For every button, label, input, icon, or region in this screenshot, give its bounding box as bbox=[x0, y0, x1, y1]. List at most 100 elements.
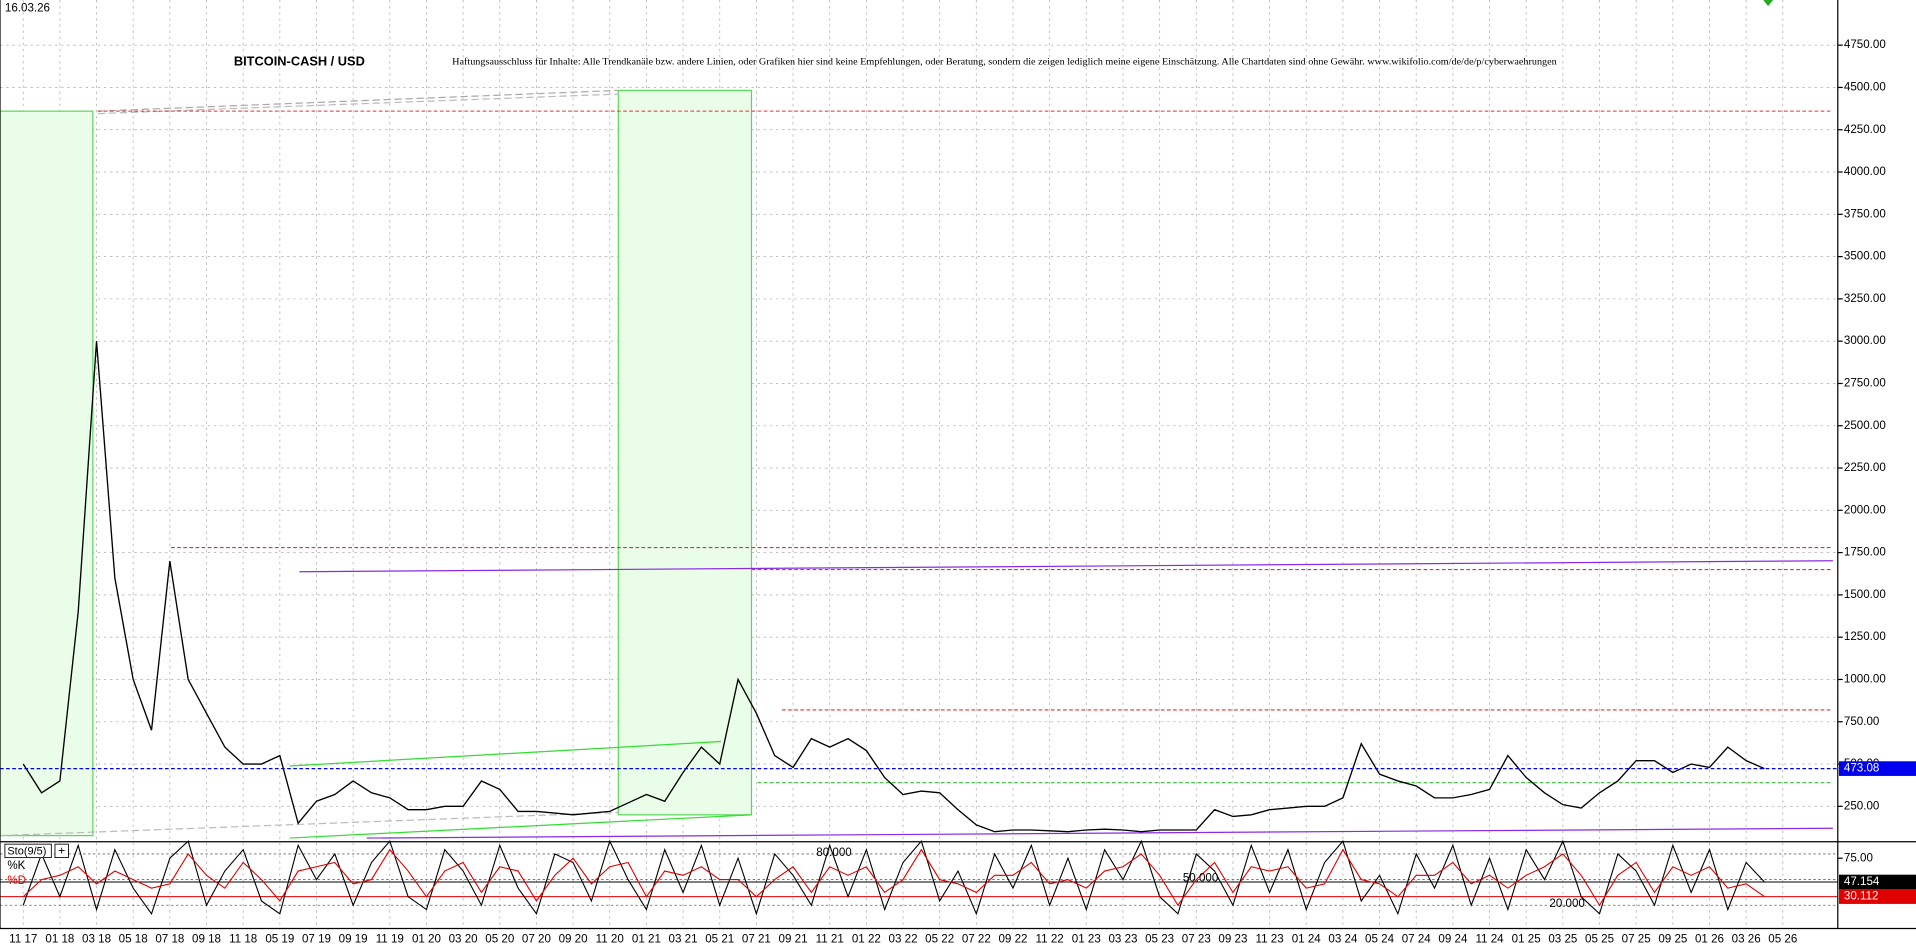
last-value-box bbox=[1839, 874, 1916, 890]
x-tick-label: 09 19 bbox=[339, 933, 368, 946]
trend-line bbox=[97, 93, 619, 115]
trend-line bbox=[97, 89, 619, 112]
trend-line bbox=[289, 814, 752, 839]
x-tick-label: 01 18 bbox=[45, 933, 74, 946]
y-tick-label: 3500.00 bbox=[1844, 250, 1886, 263]
x-tick-label: 11 18 bbox=[229, 933, 257, 946]
data-line bbox=[22, 848, 1765, 907]
indicator-title: Sto(9/5) bbox=[7, 845, 46, 857]
x-tick-label: 01 22 bbox=[852, 933, 881, 946]
x-tick-label: 11 20 bbox=[596, 933, 624, 946]
x-tick-label: 09 23 bbox=[1218, 933, 1247, 946]
x-tick-label: 09 21 bbox=[779, 933, 808, 946]
x-tick-label: 01 23 bbox=[1072, 933, 1101, 946]
highlight-box bbox=[617, 89, 753, 816]
x-tick-label: 01 24 bbox=[1292, 933, 1322, 946]
x-tick-label: 05 26 bbox=[1768, 933, 1797, 946]
legend-label: %D bbox=[7, 874, 26, 887]
x-tick-label: 11 22 bbox=[1036, 933, 1064, 946]
trend-line bbox=[299, 560, 1833, 573]
y-tick-label: 1000.00 bbox=[1844, 673, 1886, 686]
y-tick-label: 2500.00 bbox=[1844, 419, 1886, 432]
data-line bbox=[22, 341, 1765, 833]
x-tick-label: 11 17 bbox=[9, 933, 37, 946]
x-tick-label: 09 20 bbox=[559, 933, 588, 946]
x-tick-label: 09 18 bbox=[192, 933, 221, 946]
x-tick-label: 05 23 bbox=[1145, 933, 1174, 946]
y-tick-label: 1750.00 bbox=[1844, 546, 1886, 559]
x-tick-label: 11 19 bbox=[376, 933, 404, 946]
x-tick-label: 07 25 bbox=[1622, 933, 1651, 946]
level-label: 80.000 bbox=[816, 846, 851, 859]
expand-button[interactable] bbox=[54, 843, 69, 859]
date: 16.03.26 bbox=[5, 2, 50, 15]
plot bbox=[0, 110, 1838, 916]
x-tick-label: 03 18 bbox=[82, 933, 111, 946]
x-tick-label: 01 21 bbox=[632, 933, 661, 946]
trend-line bbox=[289, 740, 721, 767]
x-tick-label: 09 22 bbox=[998, 933, 1027, 946]
x-tick-label: 03 24 bbox=[1328, 933, 1358, 946]
y-tick-label: 3000.00 bbox=[1844, 334, 1886, 347]
x-tick-label: 11 21 bbox=[816, 933, 844, 946]
marker bbox=[1763, 0, 1774, 7]
x-tick-label: 09 25 bbox=[1658, 933, 1687, 946]
x-tick-label: 07 20 bbox=[522, 933, 551, 946]
x-tick-label: 07 18 bbox=[155, 933, 184, 946]
x-tick-label: 11 23 bbox=[1256, 933, 1284, 946]
x-tick-label: 07 21 bbox=[742, 933, 771, 946]
x-tick-label: 05 25 bbox=[1585, 933, 1614, 946]
x-tick-label: 03 25 bbox=[1548, 933, 1577, 946]
y-tick-label: 4750.00 bbox=[1844, 38, 1886, 51]
y-tick-label: 4000.00 bbox=[1844, 165, 1886, 178]
legend-label: %K bbox=[7, 859, 25, 872]
level-label: 50.000 bbox=[1183, 871, 1218, 884]
y-tick-label: 3250.00 bbox=[1844, 292, 1886, 305]
trend-line bbox=[0, 811, 619, 837]
y-tick-label: 2750.00 bbox=[1844, 377, 1886, 390]
x-tick-label: 01 26 bbox=[1695, 933, 1724, 946]
y-tick-label: 2250.00 bbox=[1844, 461, 1886, 474]
last-value-box bbox=[1839, 889, 1916, 904]
disclaimer: Haftungsausschluss für Inhalte: Alle Tre… bbox=[452, 57, 1557, 68]
last-price-box bbox=[1839, 761, 1916, 776]
x-tick-label: 03 26 bbox=[1732, 933, 1761, 946]
x-tick-label: 03 21 bbox=[669, 933, 698, 946]
trend-line bbox=[366, 827, 1833, 839]
x-tick-label: 05 20 bbox=[485, 933, 514, 946]
last-value-label: 30.112 bbox=[1844, 890, 1879, 903]
x-tick-label: 11 24 bbox=[1475, 933, 1504, 946]
x-tick-label: 07 22 bbox=[962, 933, 991, 946]
level-label: 20.000 bbox=[1549, 897, 1584, 910]
y-tick-label: 750.00 bbox=[1844, 715, 1879, 728]
y-tick-label: 3750.00 bbox=[1844, 207, 1886, 220]
chart-title: BITCOIN-CASH / USD bbox=[234, 54, 365, 69]
x-tick-label: 05 19 bbox=[265, 933, 294, 946]
indicator-box bbox=[4, 843, 52, 859]
last-value-label: 47.154 bbox=[1844, 875, 1880, 888]
x-tick-label: 05 18 bbox=[119, 933, 148, 946]
x-tick-label: 07 24 bbox=[1402, 933, 1432, 946]
y-tick-label: 4500.00 bbox=[1844, 81, 1886, 94]
y-tick-label: 2000.00 bbox=[1844, 503, 1886, 516]
x-tick-label: 05 24 bbox=[1365, 933, 1395, 946]
last-price-label: 473.08 bbox=[1844, 762, 1879, 775]
highlight-box bbox=[0, 110, 94, 837]
x-tick-label: 07 23 bbox=[1182, 933, 1211, 946]
y-tick-label: 250.00 bbox=[1844, 799, 1879, 812]
x-tick-label: 05 22 bbox=[925, 933, 954, 946]
x-tick-label: 05 21 bbox=[705, 933, 734, 946]
x-tick-label: 01 20 bbox=[412, 933, 441, 946]
x-tick-label: 03 23 bbox=[1108, 933, 1137, 946]
x-tick-label: 09 24 bbox=[1438, 933, 1468, 946]
y-tick-label: 1250.00 bbox=[1844, 630, 1886, 643]
x-tick-label: 07 19 bbox=[302, 933, 331, 946]
x-tick-label: 01 25 bbox=[1512, 933, 1541, 946]
x-tick-label: 03 20 bbox=[449, 933, 478, 946]
expand-icon: + bbox=[58, 844, 65, 858]
x-tick-label: 03 22 bbox=[889, 933, 918, 946]
y-tick-label: 75.00 bbox=[1844, 851, 1873, 864]
